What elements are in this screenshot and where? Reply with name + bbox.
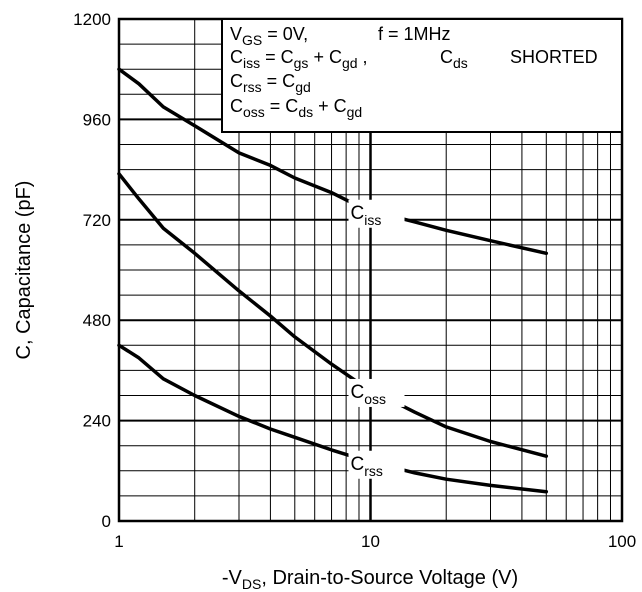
y-tick-label: 0	[102, 512, 111, 531]
series-line-coss	[117, 172, 549, 458]
conditions-line-2: Ciss = Cgs + Cgd , Cds SHORTED	[230, 47, 598, 71]
y-tick-label: 720	[83, 211, 111, 230]
curve-label-ciss: Ciss	[351, 203, 382, 228]
curve-label-background	[348, 450, 405, 479]
x-axis-title: -VDS, Drain-to-Source Voltage (V)	[222, 567, 518, 592]
series-line-crss	[117, 343, 549, 494]
y-tick-label: 480	[83, 311, 111, 330]
y-axis-title: C, Capacitance (pF)	[13, 181, 35, 360]
conditions-line-3: Crss = Cgd	[230, 71, 311, 95]
curve-labels: Ciss Coss Crss	[348, 199, 405, 479]
conditions-box-border	[221, 18, 623, 133]
x-tick-label: 10	[361, 532, 380, 551]
x-tick-label: 1	[114, 532, 123, 551]
conditions-box: VGS = 0V, f = 1MHz Ciss = Cgs + Cgd , Cds S…	[221, 18, 623, 133]
curve-label-background	[348, 378, 405, 407]
curve-label-crss: Crss	[351, 454, 383, 479]
conditions-line-4: Coss = Cds + Cgd	[230, 96, 362, 120]
conditions-line-1: VGS = 0V, f = 1MHz	[230, 24, 451, 48]
series-line-ciss	[117, 67, 549, 256]
series-group	[117, 67, 549, 494]
y-tick-label: 960	[83, 110, 111, 129]
y-tick-label: 240	[83, 412, 111, 431]
curve-label-coss: Coss	[351, 382, 387, 407]
x-tick-label: 100	[608, 532, 636, 551]
y-tick-label: 1200	[73, 10, 111, 29]
x-tick-labels: 1 10 100	[114, 532, 636, 551]
curve-label-background	[348, 199, 405, 228]
y-tick-labels: 0 240 480 720 960 1200	[73, 10, 111, 531]
